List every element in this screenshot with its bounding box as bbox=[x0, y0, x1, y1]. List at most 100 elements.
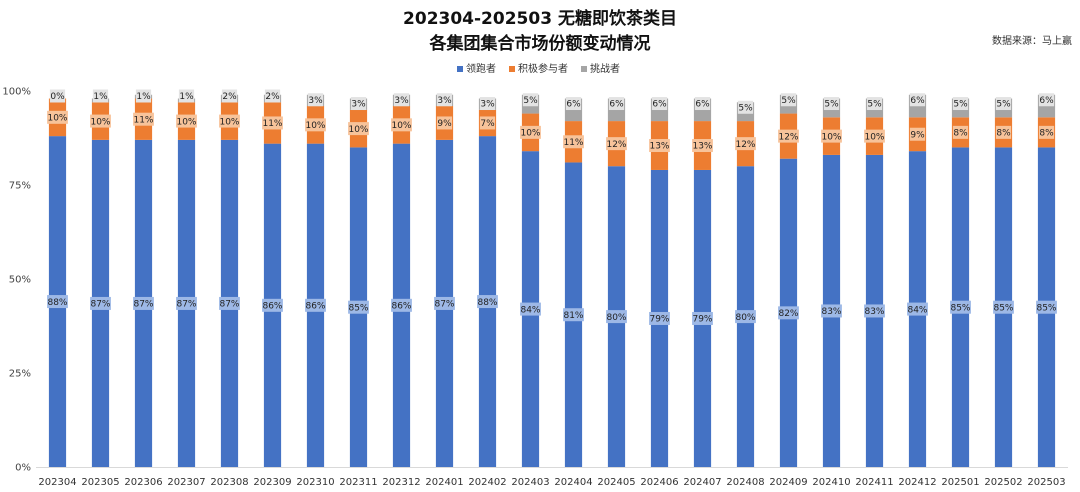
x-tick-label: 202411 bbox=[855, 477, 893, 488]
data-label: 10% bbox=[864, 132, 884, 142]
bar-stack-202306 bbox=[134, 94, 153, 467]
data-label-bg bbox=[1036, 300, 1057, 314]
data-label-bg bbox=[264, 89, 281, 103]
data-label: 8% bbox=[953, 129, 968, 139]
data-label: 13% bbox=[692, 142, 712, 152]
data-label: 5% bbox=[781, 96, 796, 106]
legend-item-1: 积极参与者 bbox=[509, 62, 568, 75]
data-label: 88% bbox=[477, 298, 497, 308]
bar-stack-202310 bbox=[306, 94, 325, 467]
data-label-bg bbox=[952, 97, 969, 111]
data-label: 1% bbox=[93, 92, 108, 102]
bar-stack-202411 bbox=[865, 98, 884, 468]
data-label: 12% bbox=[606, 140, 626, 150]
data-label-bg bbox=[262, 116, 283, 130]
x-tick-label: 202501 bbox=[941, 477, 979, 488]
data-label: 7% bbox=[480, 119, 495, 129]
data-label: 82% bbox=[778, 309, 798, 319]
bar-stack-202401 bbox=[435, 94, 454, 467]
data-label: 6% bbox=[1039, 96, 1054, 106]
data-label-bg bbox=[692, 139, 713, 153]
data-label-bg bbox=[477, 295, 498, 309]
data-label-bg bbox=[262, 298, 283, 312]
data-label: 5% bbox=[953, 100, 968, 110]
data-label: 3% bbox=[480, 100, 495, 110]
legend-swatch bbox=[509, 66, 515, 72]
data-label: 13% bbox=[649, 142, 669, 152]
y-tick-label: 25% bbox=[9, 369, 31, 380]
data-label-bg bbox=[305, 118, 326, 132]
bar-stack-202405 bbox=[607, 98, 626, 467]
x-tick-label: 202401 bbox=[425, 477, 463, 488]
legend-label: 领跑者 bbox=[466, 62, 496, 75]
data-label: 5% bbox=[738, 103, 753, 113]
data-label: 5% bbox=[996, 100, 1011, 110]
data-label: 5% bbox=[523, 96, 538, 106]
data-label: 85% bbox=[993, 303, 1013, 313]
legend-swatch bbox=[457, 66, 463, 72]
data-label: 9% bbox=[910, 130, 925, 140]
x-tick-label: 202402 bbox=[468, 477, 506, 488]
data-label-bg bbox=[348, 300, 369, 314]
legend-label: 挑战者 bbox=[590, 62, 620, 75]
data-label-bg bbox=[735, 310, 756, 324]
data-label: 87% bbox=[219, 300, 239, 310]
data-label: 10% bbox=[47, 114, 67, 124]
bar-stack-202403 bbox=[521, 94, 540, 467]
data-label-bg bbox=[391, 118, 412, 132]
data-label: 2% bbox=[222, 92, 237, 102]
x-tick-label: 202405 bbox=[597, 477, 635, 488]
x-tick-label: 202310 bbox=[296, 477, 334, 488]
data-label: 1% bbox=[136, 92, 151, 102]
data-label: 86% bbox=[305, 302, 325, 312]
data-label-bg bbox=[649, 139, 670, 153]
data-label-bg bbox=[565, 97, 582, 111]
data-label-bg bbox=[692, 311, 713, 325]
data-label: 5% bbox=[824, 100, 839, 110]
data-label: 80% bbox=[735, 313, 755, 323]
data-label: 80% bbox=[606, 313, 626, 323]
bar-stack-202402 bbox=[478, 98, 497, 467]
bar-stack-202408 bbox=[736, 102, 755, 467]
data-label-bg bbox=[606, 310, 627, 324]
data-labels: 88% 10% 0% 87% 10% 1% 87% 11% 1% 87% 10% 1% 87% 10% 2%… bbox=[47, 89, 1057, 325]
y-axis: 0% 25% 50% 75% 100% bbox=[2, 87, 31, 474]
data-label: 10% bbox=[176, 117, 196, 127]
data-label-bg bbox=[133, 112, 154, 126]
data-label: 84% bbox=[520, 305, 540, 315]
data-label: 84% bbox=[907, 305, 927, 315]
data-label-bg bbox=[735, 137, 756, 151]
data-label: 11% bbox=[262, 119, 282, 129]
bar-stack-202312 bbox=[392, 94, 411, 467]
source-note: 数据来源：马上赢 bbox=[992, 34, 1072, 47]
bar-stack-202308 bbox=[220, 94, 239, 467]
legend-swatch bbox=[581, 66, 587, 72]
data-label: 10% bbox=[821, 132, 841, 142]
data-label: 11% bbox=[133, 115, 153, 125]
data-label-bg bbox=[651, 97, 668, 111]
x-tick-label: 202308 bbox=[210, 477, 248, 488]
x-axis: 202304 202305 202306 202307 202308 202309 2023… bbox=[36, 467, 1068, 488]
data-label: 12% bbox=[735, 140, 755, 150]
x-tick-label: 202408 bbox=[726, 477, 764, 488]
data-label: 6% bbox=[566, 100, 581, 110]
data-label-bg bbox=[520, 125, 541, 139]
data-label: 3% bbox=[351, 100, 366, 110]
data-label: 87% bbox=[176, 300, 196, 310]
bar-stack-202412 bbox=[908, 94, 927, 467]
data-label-bg bbox=[995, 125, 1012, 139]
data-label-bg bbox=[995, 97, 1012, 111]
x-tick-label: 202407 bbox=[683, 477, 721, 488]
x-tick-label: 202412 bbox=[898, 477, 936, 488]
bar-stack-202410 bbox=[822, 98, 841, 468]
data-label-bg bbox=[649, 311, 670, 325]
data-label: 8% bbox=[996, 129, 1011, 139]
data-label-bg bbox=[778, 306, 799, 320]
data-label-bg bbox=[823, 97, 840, 111]
chart-title-line-2: 各集团集合市场份额变动情况 bbox=[429, 33, 651, 54]
data-label-bg bbox=[176, 296, 197, 310]
data-label-bg bbox=[434, 296, 455, 310]
data-label-bg bbox=[606, 137, 627, 151]
data-label-bg bbox=[92, 89, 109, 103]
